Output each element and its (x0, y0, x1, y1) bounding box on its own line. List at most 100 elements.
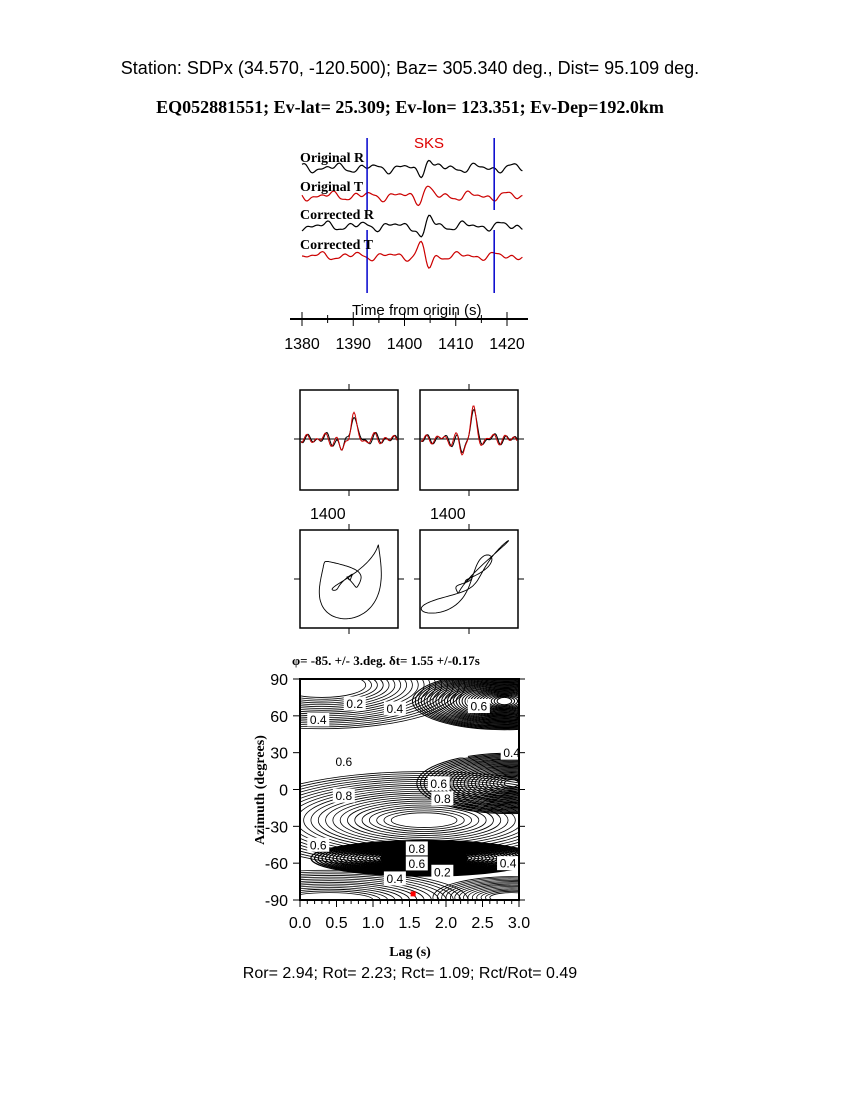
contour-line (454, 882, 519, 900)
contour-label: 0.8 (408, 842, 425, 856)
x-tick-label: 1.0 (362, 915, 384, 932)
contour-line (300, 679, 372, 700)
contour-line (300, 892, 374, 900)
contour-line (460, 765, 519, 801)
contour-line (310, 839, 519, 877)
contour-label-bg (497, 856, 519, 871)
contour-line (496, 696, 513, 706)
contour-label-bg (383, 871, 406, 886)
contour-line (390, 812, 458, 828)
contour-line (300, 883, 410, 900)
contour-line (455, 684, 519, 718)
contour-line (300, 679, 396, 708)
contour-label-bg (500, 745, 519, 760)
contour-line (489, 774, 519, 792)
contour-label-bg (405, 841, 428, 856)
time-tick-label: 1420 (489, 336, 525, 353)
contour-line (432, 876, 519, 900)
contour-line (489, 892, 519, 900)
contour-label: 0.6 (408, 857, 425, 871)
contour-label-bg (343, 696, 366, 711)
contour-label: 0.6 (471, 700, 488, 714)
contour-line (300, 679, 390, 706)
trace-original-t (301, 185, 523, 207)
particle-motion-path (420, 540, 510, 614)
contour-line (300, 679, 413, 713)
time-tick-label: 1410 (438, 336, 474, 353)
contour-line (458, 685, 519, 717)
contour-line (467, 886, 519, 900)
contour-line (444, 681, 519, 721)
contour-line (458, 883, 519, 900)
contour-line (461, 686, 519, 716)
contour-label: 0.2 (434, 865, 451, 879)
contour-line (474, 770, 519, 797)
contour-line (314, 840, 519, 877)
contour-line (300, 679, 378, 702)
contour-line (432, 679, 519, 725)
contour-label-bg (332, 788, 355, 803)
phase-label: SKS (414, 135, 444, 152)
waveform-trace (300, 411, 398, 451)
x-tick-label: 2.0 (435, 915, 457, 932)
y-tick-label: -90 (265, 893, 288, 910)
contour-line (300, 875, 447, 900)
contour-line (426, 679, 519, 726)
y-axis-label: Azimuth (degrees) (253, 735, 268, 845)
best-fit-marker (410, 891, 416, 897)
contour-line (452, 763, 519, 804)
contour-label: 0.6 (335, 755, 352, 769)
y-tick-label: 0 (279, 783, 288, 800)
contour-label: 0.4 (500, 857, 517, 871)
contour-line (467, 768, 519, 799)
trace-label-original-t: Original T (300, 180, 364, 195)
contour-line (300, 869, 469, 900)
contour-line (485, 891, 519, 900)
contour-label: 0.4 (387, 872, 404, 886)
contour-line (452, 684, 519, 719)
contour-line (300, 888, 388, 900)
time-axis: 1380 1390 1400 1410 1420 (284, 312, 528, 353)
contour-label-bg (383, 701, 406, 716)
contour-line (463, 884, 519, 900)
contour-line (300, 679, 466, 730)
contour-label: 0.8 (434, 792, 451, 806)
contour-line (436, 877, 519, 900)
contour-line (471, 769, 519, 798)
contour-line (300, 679, 384, 704)
contour-line (464, 687, 519, 715)
contour-line (490, 695, 519, 708)
contour-line (300, 873, 454, 900)
contour-line (496, 776, 519, 790)
x-tick-label: 3.0 (508, 915, 530, 932)
time-tick-label: 1390 (335, 336, 371, 353)
contour-line (503, 779, 519, 788)
particle-motion-path (318, 544, 382, 620)
waveform-tick-label: 1400 (310, 506, 346, 523)
contour-line (300, 887, 396, 900)
contour-label-bg (431, 864, 454, 879)
contour-line (463, 767, 519, 800)
contour-line (445, 879, 519, 900)
x-tick-label: 0.0 (289, 915, 311, 932)
contour-label: 0.4 (503, 746, 520, 760)
contour-label: 0.4 (387, 702, 404, 716)
contour-line (493, 696, 516, 707)
contour-line (300, 679, 407, 711)
contour-line (376, 808, 472, 832)
contour-line (438, 679, 519, 723)
x-tick-label: 2.5 (471, 915, 493, 932)
contour-line (441, 680, 519, 722)
event-info: EQ052881551; Ev-lat= 25.309; Ev-lon= 123… (156, 97, 664, 117)
contour-line (420, 679, 519, 728)
waveform-tick-label: 1400 (430, 506, 466, 523)
contour-line (449, 881, 519, 900)
contour-line (441, 878, 519, 900)
station-info: Station: SDPx (34.570, -120.500); Baz= 3… (120, 58, 700, 78)
contour-label: 0.8 (335, 789, 352, 803)
contour-line (368, 806, 480, 834)
contour-label: 0.4 (310, 713, 327, 727)
contour-line (471, 887, 519, 900)
contour-line (300, 878, 432, 900)
